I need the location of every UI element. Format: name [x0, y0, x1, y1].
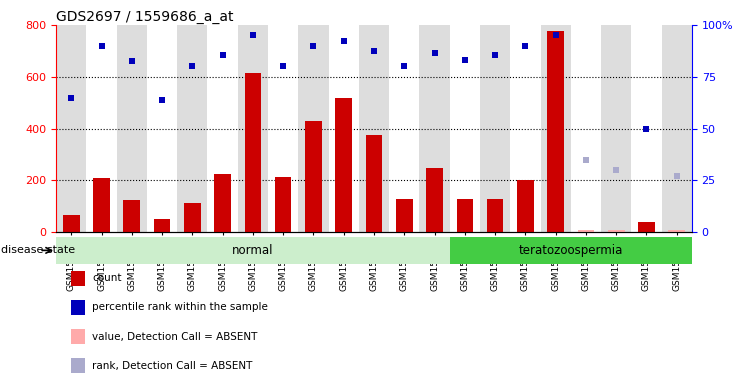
Bar [335, 98, 352, 232]
Text: normal: normal [232, 244, 274, 257]
Bar [577, 230, 594, 232]
Text: count: count [92, 273, 121, 283]
Text: teratozoospermia: teratozoospermia [518, 244, 623, 257]
Bar [305, 121, 322, 232]
Bar [275, 177, 292, 232]
Bar [450, 237, 692, 264]
Bar [245, 73, 261, 232]
Bar [456, 199, 473, 232]
Bar [359, 25, 389, 232]
Bar [396, 199, 413, 232]
Bar [63, 215, 79, 232]
Text: rank, Detection Call = ABSENT: rank, Detection Call = ABSENT [92, 361, 252, 371]
Bar [94, 178, 110, 232]
Bar [450, 25, 480, 232]
Text: GDS2697 / 1559686_a_at: GDS2697 / 1559686_a_at [56, 10, 233, 24]
Bar [548, 31, 564, 232]
Bar [147, 25, 177, 232]
Bar [631, 25, 662, 232]
Bar [487, 199, 503, 232]
Bar [154, 219, 171, 232]
Text: percentile rank within the sample: percentile rank within the sample [92, 303, 268, 313]
Text: disease state: disease state [1, 245, 75, 255]
Bar [510, 25, 541, 232]
Bar [389, 25, 420, 232]
Bar [56, 237, 450, 264]
Bar [328, 25, 359, 232]
Bar [86, 25, 117, 232]
Text: value, Detection Call = ABSENT: value, Detection Call = ABSENT [92, 331, 257, 341]
Bar [207, 25, 238, 232]
Bar [184, 202, 200, 232]
Bar [480, 25, 510, 232]
Bar [662, 25, 692, 232]
Bar [268, 25, 298, 232]
Bar [123, 200, 140, 232]
Bar [117, 25, 147, 232]
Bar [366, 135, 382, 232]
Bar [608, 230, 625, 232]
Bar [517, 180, 534, 232]
Bar [669, 230, 685, 232]
Bar [571, 25, 601, 232]
Bar [56, 25, 86, 232]
Bar [638, 222, 654, 232]
Bar [177, 25, 207, 232]
Bar [214, 174, 231, 232]
Bar [541, 25, 571, 232]
Bar [426, 167, 443, 232]
Bar [420, 25, 450, 232]
Bar [298, 25, 328, 232]
Bar [601, 25, 631, 232]
Bar [238, 25, 268, 232]
